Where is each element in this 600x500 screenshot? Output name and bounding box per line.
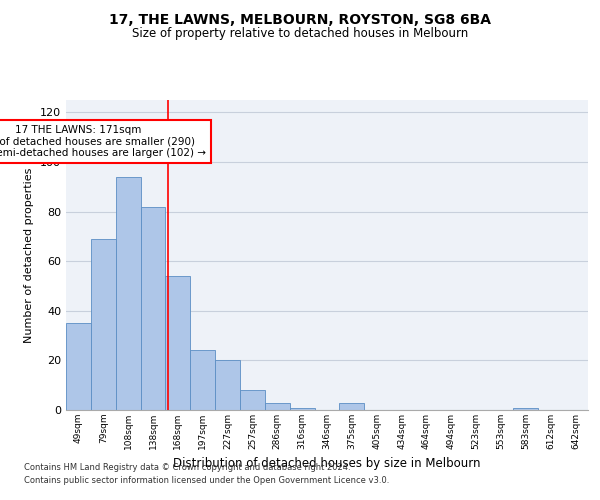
Text: 17 THE LAWNS: 171sqm
← 74% of detached houses are smaller (290)
26% of semi-deta: 17 THE LAWNS: 171sqm ← 74% of detached h… [0, 125, 206, 158]
Y-axis label: Number of detached properties: Number of detached properties [25, 168, 34, 342]
Bar [215, 360, 240, 410]
Bar [116, 177, 140, 410]
Bar [140, 206, 166, 410]
Bar [190, 350, 215, 410]
Bar [66, 323, 91, 410]
Bar [265, 402, 290, 410]
Text: Size of property relative to detached houses in Melbourn: Size of property relative to detached ho… [132, 28, 468, 40]
Bar [91, 239, 116, 410]
Bar [290, 408, 314, 410]
Text: 17, THE LAWNS, MELBOURN, ROYSTON, SG8 6BA: 17, THE LAWNS, MELBOURN, ROYSTON, SG8 6B… [109, 12, 491, 26]
Bar [166, 276, 190, 410]
Bar [514, 408, 538, 410]
Text: Contains public sector information licensed under the Open Government Licence v3: Contains public sector information licen… [24, 476, 389, 485]
Text: Contains HM Land Registry data © Crown copyright and database right 2024.: Contains HM Land Registry data © Crown c… [24, 464, 350, 472]
X-axis label: Distribution of detached houses by size in Melbourn: Distribution of detached houses by size … [173, 458, 481, 470]
Bar [240, 390, 265, 410]
Bar [340, 402, 364, 410]
